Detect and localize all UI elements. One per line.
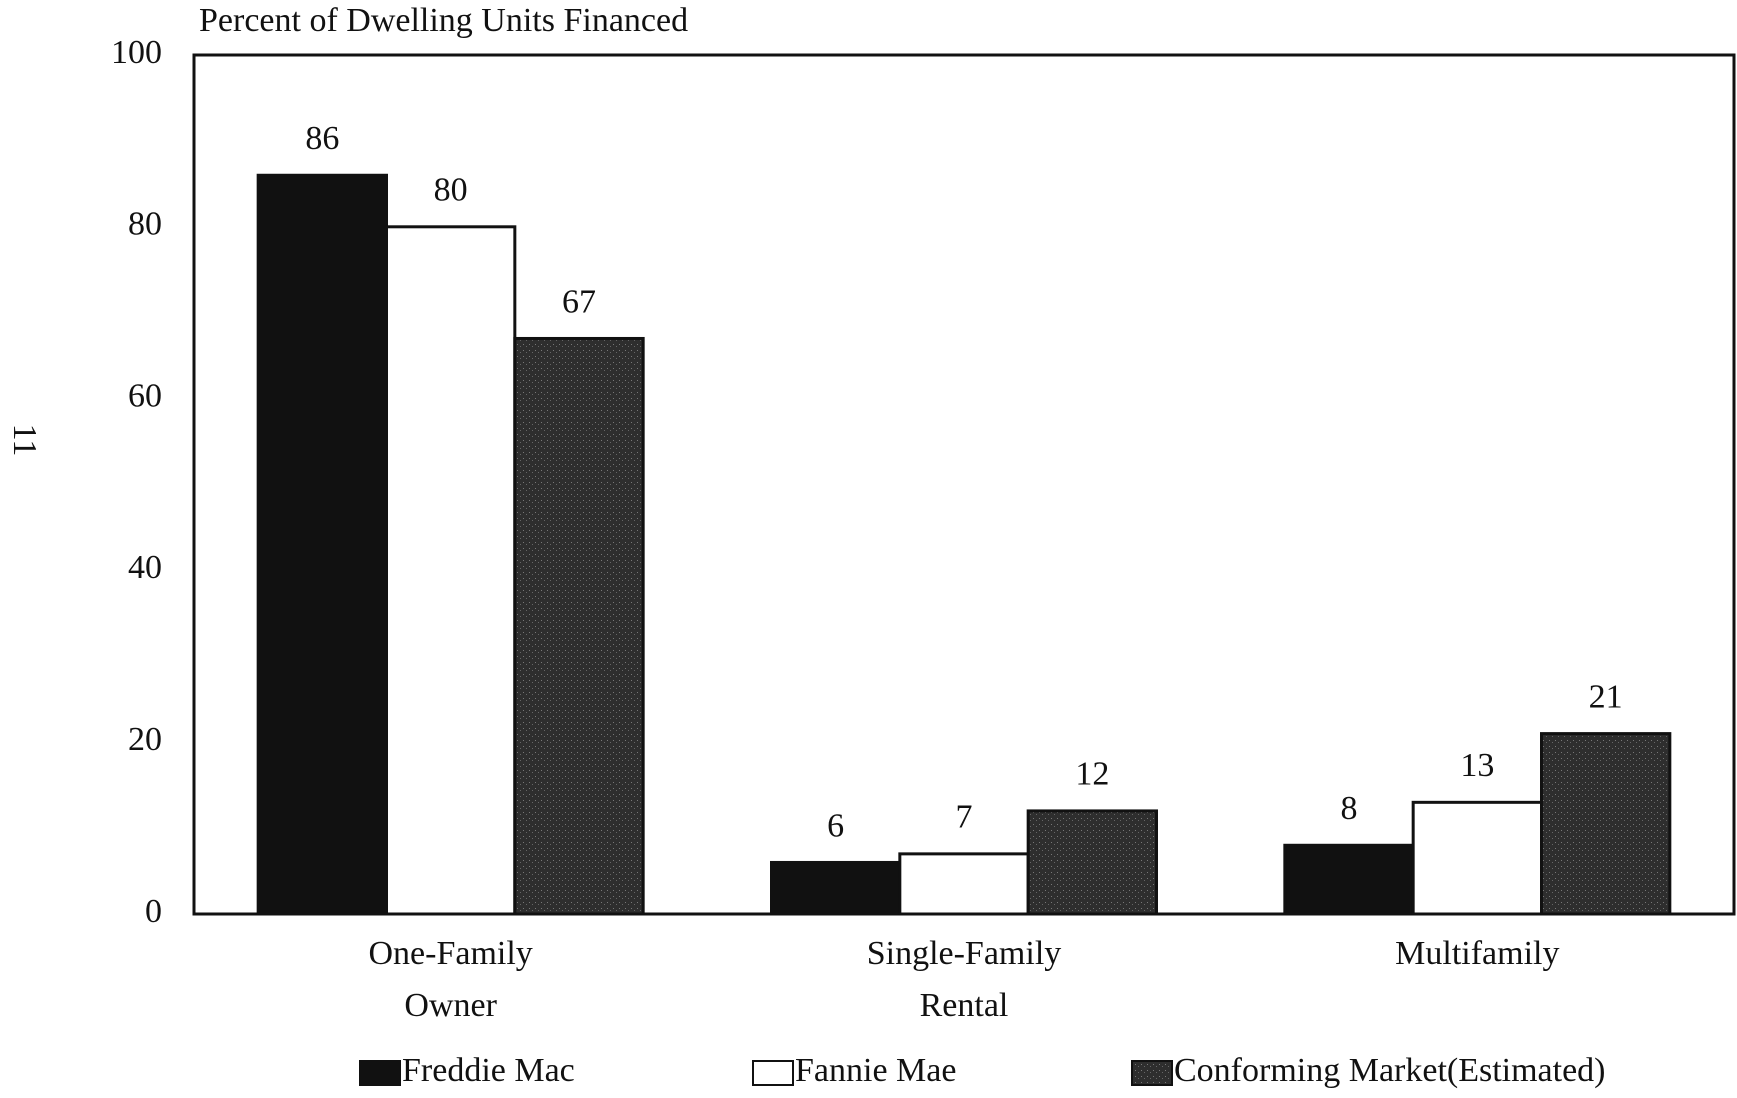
bar bbox=[1411, 800, 1543, 916]
legend-swatch bbox=[1131, 1060, 1173, 1086]
data-label: 12 bbox=[1075, 756, 1109, 793]
bar bbox=[1540, 732, 1672, 916]
x-tick-label: One-Family Owner bbox=[369, 935, 533, 1024]
bar bbox=[1283, 843, 1415, 916]
page-number: 11 bbox=[6, 424, 43, 457]
legend-swatch bbox=[752, 1060, 794, 1086]
data-label: 80 bbox=[434, 172, 468, 209]
y-tick-label: 0 bbox=[145, 893, 162, 930]
bar bbox=[1026, 809, 1158, 916]
data-label: 67 bbox=[562, 283, 596, 320]
data-label: 7 bbox=[956, 799, 973, 836]
bar bbox=[513, 336, 645, 916]
data-label: 6 bbox=[827, 807, 844, 844]
y-tick-label: 60 bbox=[128, 377, 162, 414]
legend-label: Fannie Mae bbox=[795, 1052, 956, 1089]
bar bbox=[385, 225, 517, 916]
x-tick-label: Multifamily bbox=[1395, 935, 1559, 972]
bar bbox=[898, 852, 1030, 916]
bar bbox=[256, 173, 388, 916]
data-label: 86 bbox=[305, 120, 339, 157]
legend-label: Freddie Mac bbox=[402, 1052, 575, 1089]
y-tick-label: 100 bbox=[111, 34, 162, 71]
y-tick-label: 40 bbox=[128, 549, 162, 586]
y-tick-label: 20 bbox=[128, 721, 162, 758]
y-tick-label: 80 bbox=[128, 206, 162, 243]
data-label: 13 bbox=[1460, 747, 1494, 784]
chart-title: Percent of Dwelling Units Financed bbox=[199, 2, 688, 39]
x-tick-label: Single-Family Rental bbox=[867, 935, 1062, 1024]
legend-label: Conforming Market(Estimated) bbox=[1174, 1052, 1606, 1089]
data-label: 21 bbox=[1589, 678, 1623, 715]
bar bbox=[770, 860, 902, 916]
data-label: 8 bbox=[1341, 790, 1358, 827]
legend-swatch bbox=[359, 1060, 401, 1086]
